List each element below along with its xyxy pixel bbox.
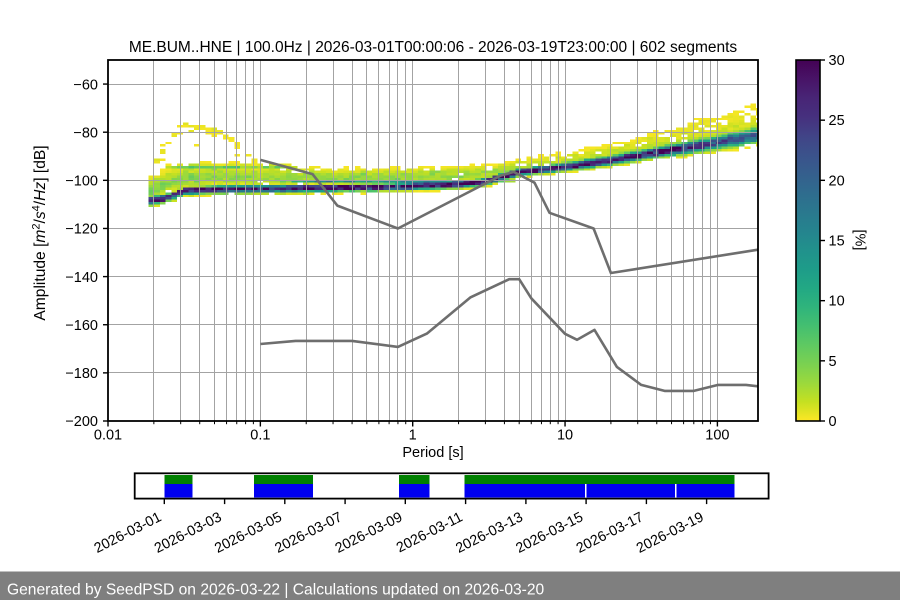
svg-text:Amplitude [m2/s4/Hz] [dB]: Amplitude [m2/s4/Hz] [dB]	[31, 145, 50, 320]
svg-text:0.01: 0.01	[94, 428, 122, 444]
svg-text:−100: −100	[65, 174, 98, 190]
svg-text:30: 30	[829, 53, 845, 69]
svg-text:10: 10	[829, 294, 845, 310]
svg-text:−140: −140	[65, 270, 98, 286]
svg-text:1: 1	[409, 428, 417, 444]
svg-text:100: 100	[705, 428, 729, 444]
svg-text:0.1: 0.1	[250, 428, 270, 444]
svg-text:0: 0	[829, 414, 837, 430]
svg-text:Generated by SeedPSD on 2026-0: Generated by SeedPSD on 2026-03-22 | Cal…	[7, 582, 545, 599]
svg-text:Period [s]: Period [s]	[402, 445, 463, 461]
svg-text:[%]: [%]	[852, 230, 868, 251]
svg-text:−80: −80	[73, 125, 98, 141]
svg-text:−160: −160	[65, 318, 98, 334]
svg-text:ME.BUM..HNE | 100.0Hz | 2026-0: ME.BUM..HNE | 100.0Hz | 2026-03-01T00:00…	[129, 39, 738, 56]
svg-text:−180: −180	[65, 366, 98, 382]
svg-text:−200: −200	[65, 414, 98, 430]
svg-text:20: 20	[829, 173, 845, 189]
svg-text:15: 15	[829, 234, 845, 250]
svg-text:25: 25	[829, 113, 845, 129]
svg-text:−60: −60	[73, 77, 98, 93]
svg-text:−120: −120	[65, 222, 98, 238]
svg-text:10: 10	[557, 428, 573, 444]
svg-text:5: 5	[829, 354, 837, 370]
